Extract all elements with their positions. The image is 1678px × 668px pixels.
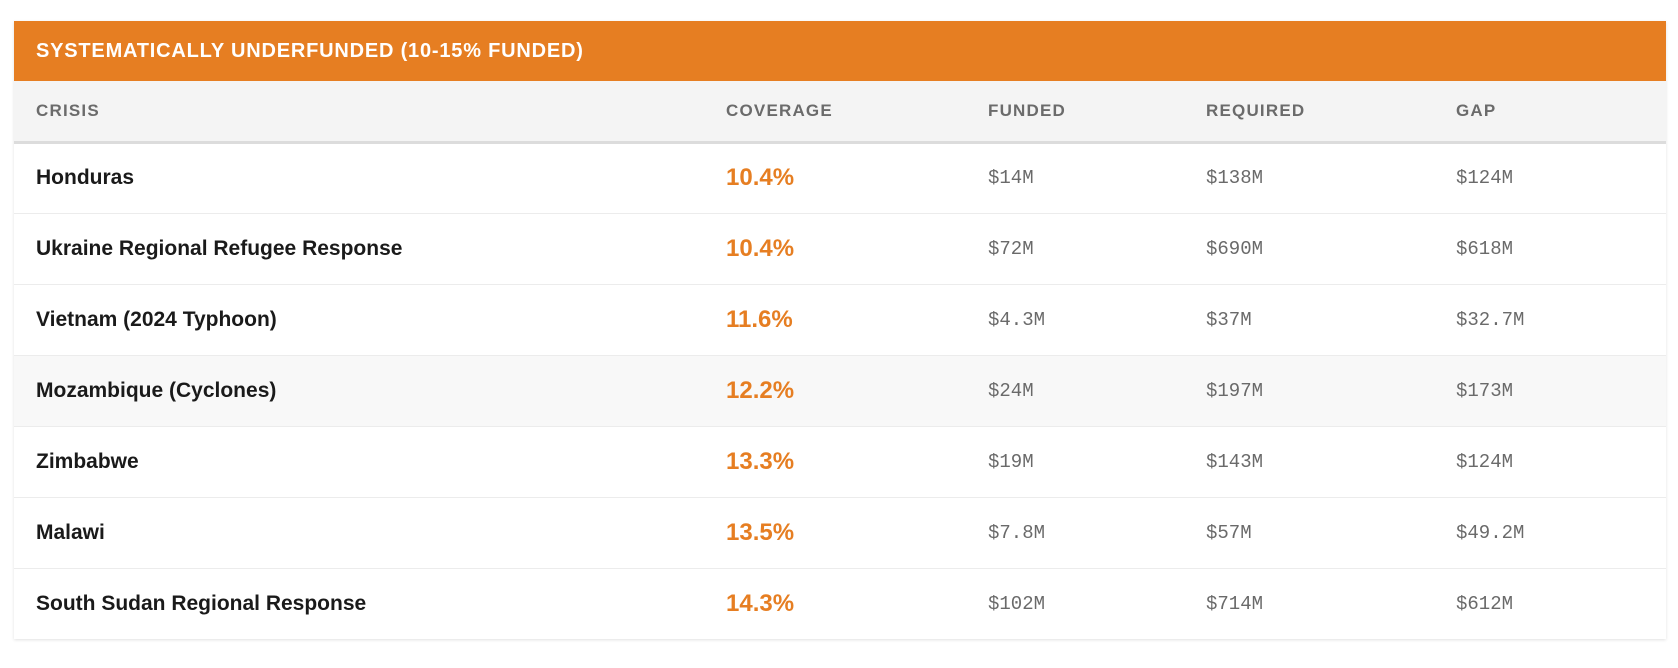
underfunded-panel: SYSTEMATICALLY UNDERFUNDED (10-15% FUNDE…: [14, 21, 1666, 639]
coverage-value: 13.3%: [726, 447, 795, 475]
crisis-table: CRISIS COVERAGE FUNDED REQUIRED GAP Hond…: [14, 81, 1666, 639]
column-header-funded: FUNDED: [988, 100, 1067, 120]
gap-value: $618M: [1456, 237, 1514, 260]
table-row: Ukraine Regional Refugee Response 10.4% …: [14, 213, 1666, 284]
gap-value: $124M: [1456, 167, 1514, 189]
gap-value: $612M: [1456, 592, 1514, 615]
gap-value: $32.7M: [1456, 308, 1525, 331]
crisis-name: Honduras: [36, 166, 135, 189]
coverage-value: 12.2%: [726, 376, 795, 404]
panel-title: SYSTEMATICALLY UNDERFUNDED (10-15% FUNDE…: [36, 39, 584, 62]
table-row: Zimbabwe 13.3% $19M $143M $124M: [14, 426, 1666, 497]
crisis-name: Vietnam (2024 Typhoon): [36, 307, 277, 331]
gap-value: $49.2M: [1456, 521, 1525, 544]
coverage-value: 11.6%: [726, 305, 793, 333]
funded-value: $72M: [988, 237, 1034, 260]
required-value: $690M: [1206, 237, 1264, 260]
crisis-name: Zimbabwe: [36, 449, 139, 473]
panel-header: SYSTEMATICALLY UNDERFUNDED (10-15% FUNDE…: [14, 21, 1666, 81]
crisis-name: Ukraine Regional Refugee Response: [36, 236, 403, 260]
coverage-value: 10.4%: [726, 234, 795, 262]
funded-value: $24M: [988, 379, 1034, 402]
funded-value: $7.8M: [988, 521, 1046, 544]
column-header-crisis: CRISIS: [36, 100, 100, 120]
required-value: $57M: [1206, 521, 1252, 544]
required-value: $197M: [1206, 379, 1264, 402]
required-value: $37M: [1206, 308, 1252, 331]
column-header-required: REQUIRED: [1206, 100, 1306, 120]
funded-value: $102M: [988, 592, 1046, 615]
crisis-name: South Sudan Regional Response: [36, 591, 367, 615]
table-row: Honduras 10.4% $14M $138M $124M: [14, 142, 1666, 213]
coverage-value: 10.4%: [726, 164, 795, 191]
coverage-value: 14.3%: [726, 589, 795, 617]
table-row: Malawi 13.5% $7.8M $57M $49.2M: [14, 497, 1666, 568]
table-row: South Sudan Regional Response 14.3% $102…: [14, 568, 1666, 639]
table-row: Mozambique (Cyclones) 12.2% $24M $197M $…: [14, 355, 1666, 426]
crisis-name: Mozambique (Cyclones): [36, 378, 277, 402]
column-header-coverage: COVERAGE: [726, 100, 833, 120]
table-row: Vietnam (2024 Typhoon) 11.6% $4.3M $37M …: [14, 284, 1666, 355]
crisis-name: Malawi: [36, 520, 105, 544]
funded-value: $19M: [988, 450, 1034, 473]
gap-value: $124M: [1456, 450, 1514, 473]
funded-value: $14M: [988, 167, 1034, 189]
coverage-value: 13.5%: [726, 518, 795, 546]
funded-value: $4.3M: [988, 308, 1046, 331]
gap-value: $173M: [1456, 379, 1514, 402]
required-value: $714M: [1206, 592, 1264, 615]
column-header-gap: GAP: [1456, 100, 1497, 120]
required-value: $138M: [1206, 167, 1264, 189]
required-value: $143M: [1206, 450, 1264, 473]
table-header-row: CRISIS COVERAGE FUNDED REQUIRED GAP: [14, 81, 1666, 142]
